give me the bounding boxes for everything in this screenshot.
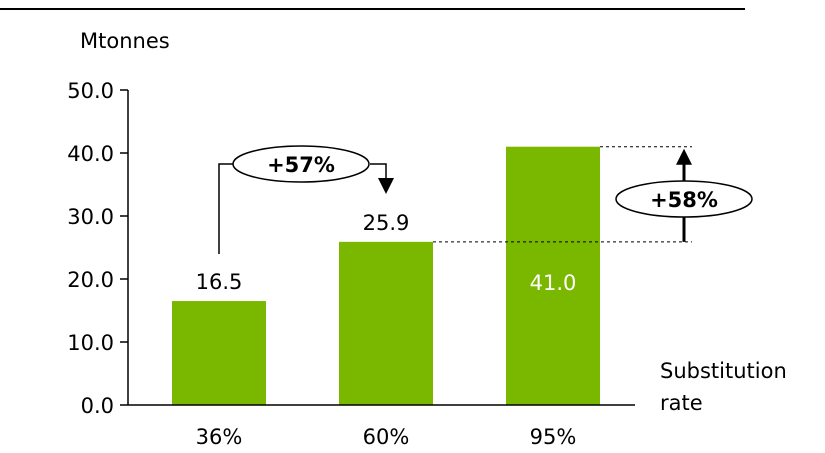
x-tick-label: 60% <box>363 425 410 449</box>
growth-label-first: +57% <box>267 153 335 177</box>
y-tick-label: 50.0 <box>67 79 114 103</box>
y-tick-label: 0.0 <box>81 394 114 418</box>
y-tick-label: 30.0 <box>67 205 114 229</box>
growth-connector-first-down <box>370 163 387 180</box>
y-tick-label: 40.0 <box>67 142 114 166</box>
y-axis: 0.0 10.0 20.0 30.0 40.0 50.0 <box>67 79 129 418</box>
arrow-up-icon <box>676 148 692 165</box>
bar-95pct <box>506 146 600 405</box>
growth-label-second: +58% <box>650 188 718 212</box>
x-tick-label: 36% <box>196 425 243 449</box>
data-label: 16.5 <box>196 270 243 294</box>
x-axis: 36% 60% 95% <box>128 404 635 449</box>
growth-badge-first <box>232 145 370 183</box>
y-tick-label: 10.0 <box>67 331 114 355</box>
y-tick-label: 20.0 <box>67 268 114 292</box>
growth-badge-second <box>615 180 753 218</box>
x-axis-label-line-2: rate <box>660 391 703 415</box>
bars: 16.5 25.9 41.0 <box>172 146 600 405</box>
growth-connector-first <box>218 163 233 254</box>
x-axis-label-line-1: Substitution <box>660 359 787 383</box>
bar-60pct <box>339 241 433 405</box>
x-tick-label: 95% <box>530 425 577 449</box>
y-axis-label: Mtonnes <box>80 29 170 53</box>
bar-36pct <box>172 301 266 405</box>
arrow-down-icon <box>378 178 394 194</box>
data-label: 41.0 <box>530 271 577 295</box>
data-label: 25.9 <box>363 211 410 235</box>
annotations: +57% +58% <box>218 145 753 254</box>
